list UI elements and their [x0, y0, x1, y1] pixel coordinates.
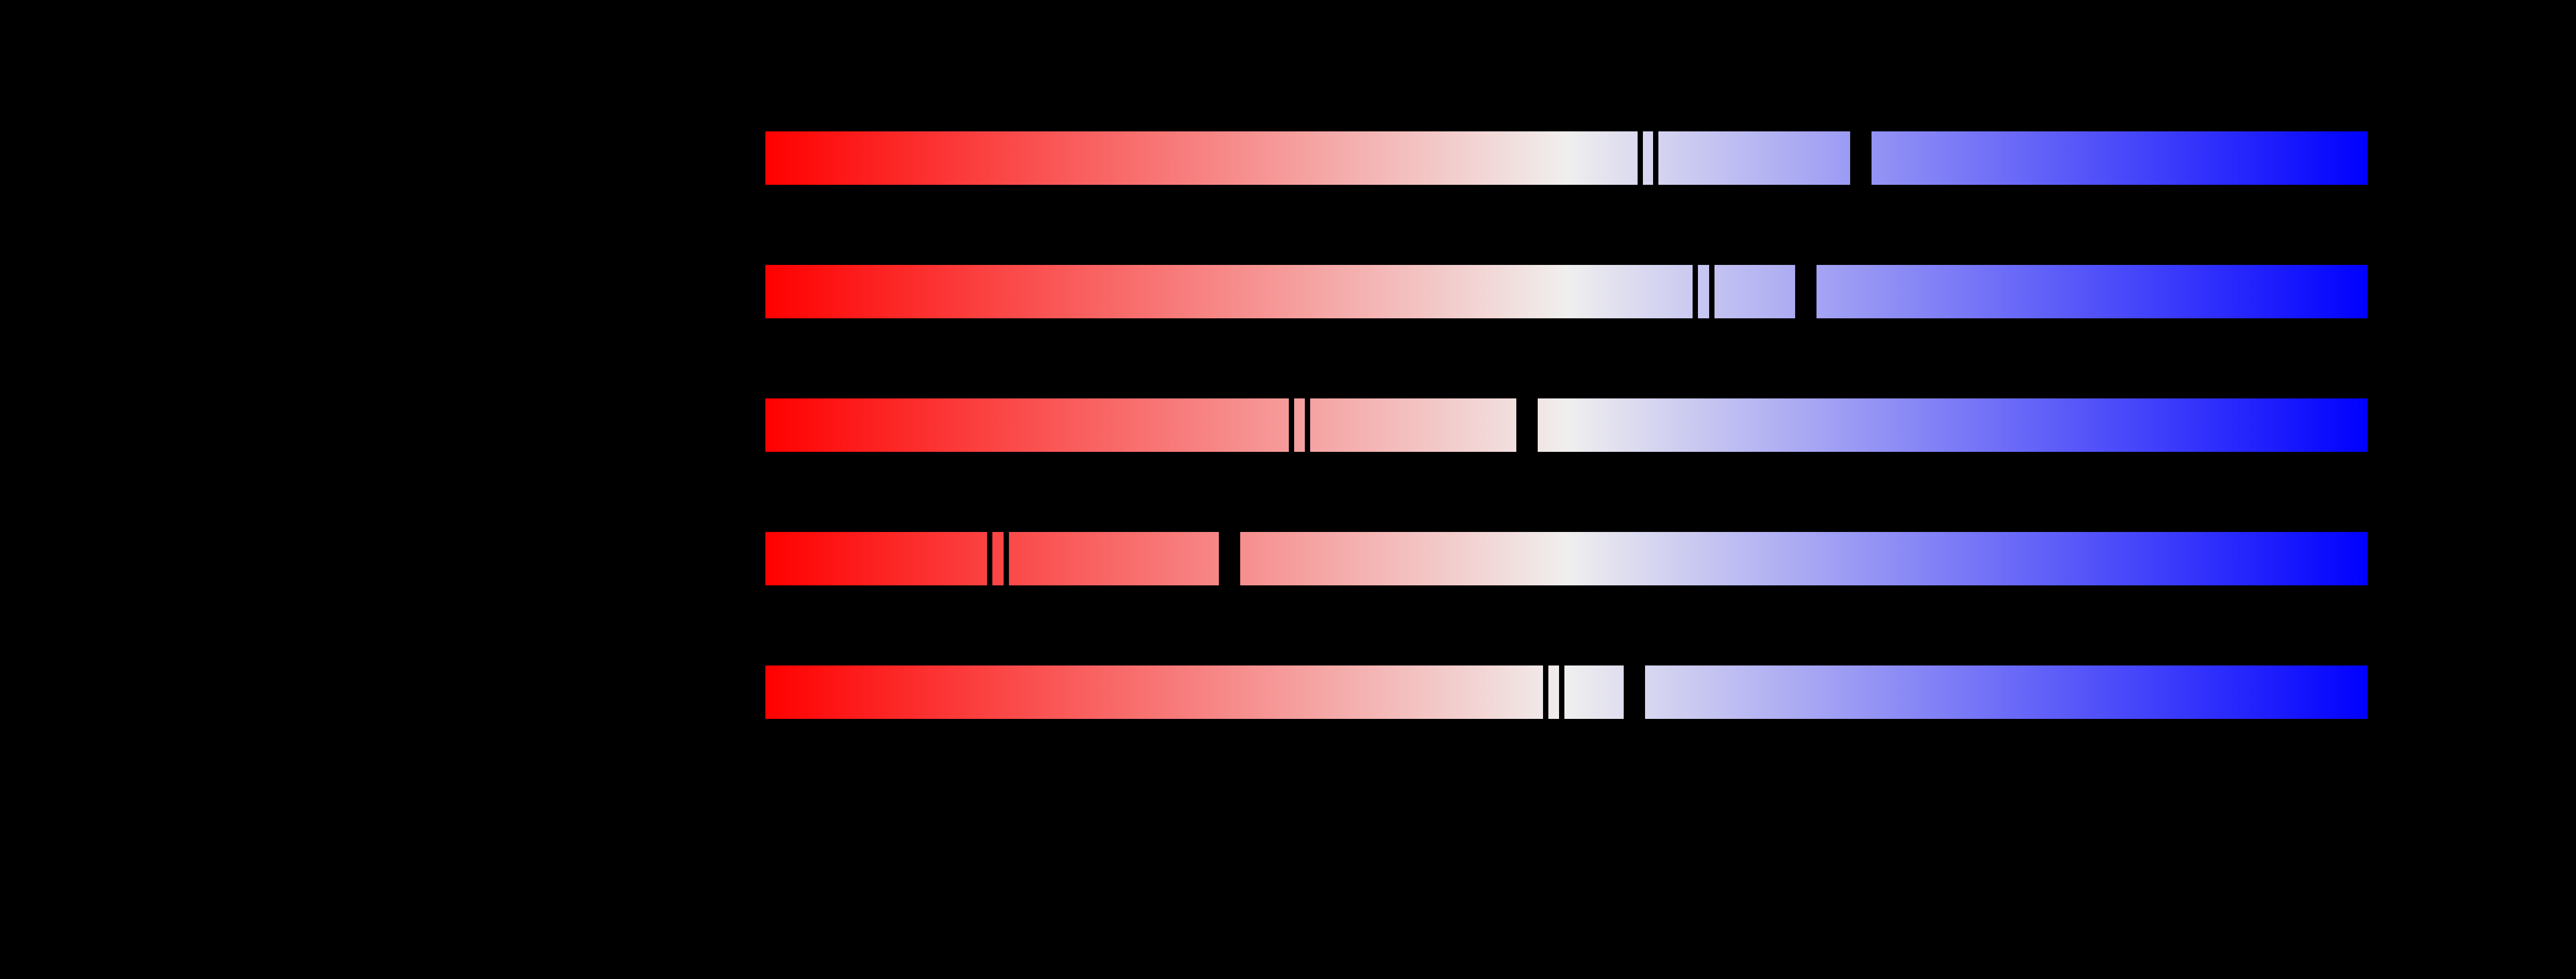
tick-mark — [1004, 531, 1009, 586]
gap-mark — [1795, 264, 1816, 319]
gradient-bar-5 — [765, 665, 2368, 719]
gap-mark — [1219, 531, 1240, 586]
tick-mark — [987, 531, 992, 586]
tick-mark — [1638, 131, 1643, 185]
gap-mark — [1624, 665, 1645, 719]
tick-mark — [1543, 665, 1548, 719]
gap-mark — [1516, 398, 1538, 452]
gradient-bar-3 — [765, 398, 2368, 452]
tick-mark — [1653, 131, 1658, 185]
gradient-bar-2 — [765, 264, 2368, 319]
tick-mark — [1709, 264, 1714, 319]
tick-mark — [1289, 398, 1294, 452]
gradient-bar-4 — [765, 531, 2368, 586]
gradient-bar-1 — [765, 131, 2368, 185]
tick-mark — [1305, 398, 1310, 452]
gap-mark — [1850, 131, 1872, 185]
tick-mark — [1559, 665, 1564, 719]
tick-mark — [1693, 264, 1698, 319]
